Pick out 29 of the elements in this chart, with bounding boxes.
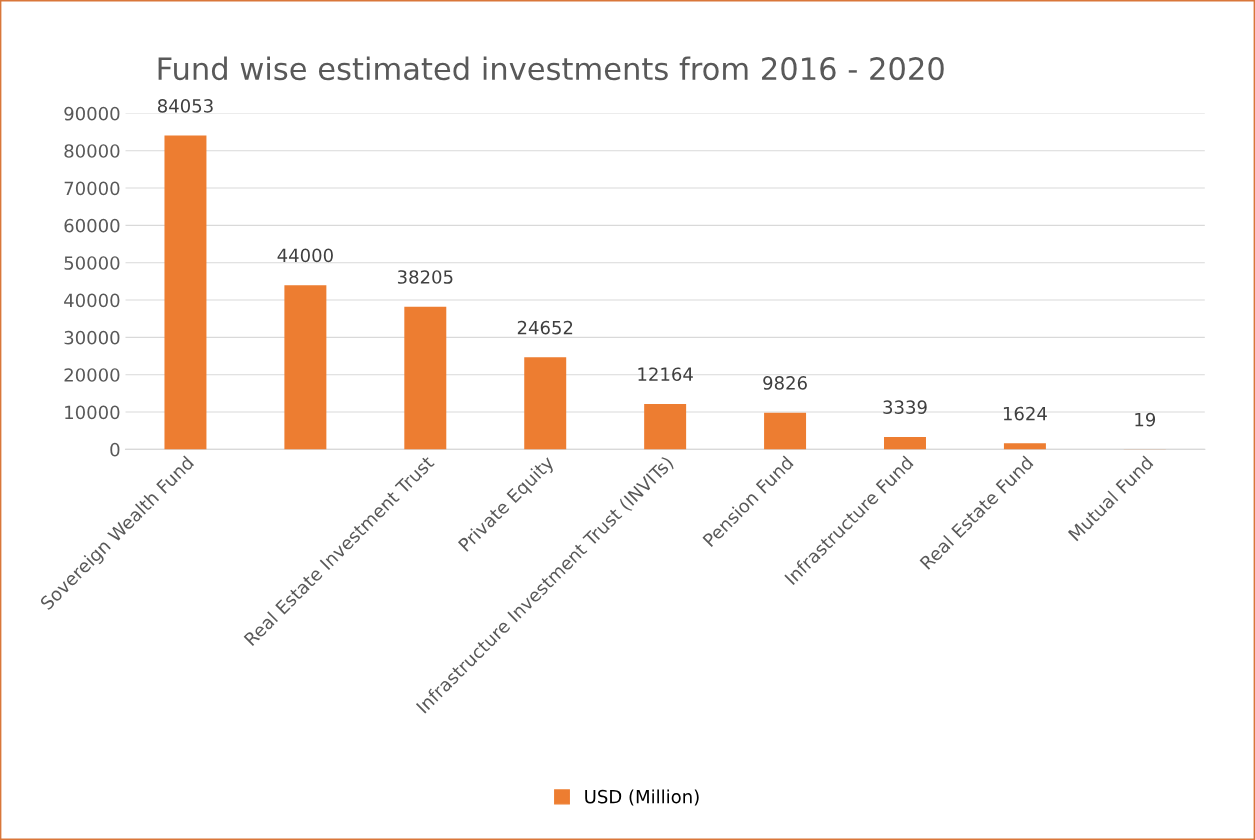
bar [644,403,687,450]
y-tick-label: 0 [110,442,120,457]
bar [884,436,926,450]
y-tick-label: 50000 [64,256,120,270]
bar [764,412,807,450]
bar [524,357,567,450]
bar [284,285,327,450]
legend-label: USD (Million) [585,789,699,806]
y-tick-label: 90000 [64,106,120,121]
data-label: 9826 [763,376,807,390]
data-label: 19 [1135,412,1156,427]
bar [164,135,207,450]
y-tick-label: 70000 [64,181,120,196]
bar [1003,443,1046,450]
data-label: 24652 [517,320,573,335]
data-label: 3339 [883,400,927,414]
data-label: 38205 [397,270,453,284]
data-label: 44000 [277,248,333,263]
y-tick-label: 80000 [64,144,120,158]
y-tick-label: 10000 [65,405,120,420]
y-tick-label: 30000 [64,330,120,345]
y-tick-label: 20000 [64,368,120,382]
bar [404,306,447,450]
y-tick-label: 40000 [64,293,120,308]
data-label: 1624 [1003,406,1047,421]
y-tick-label: 60000 [64,218,120,233]
data-label: 12164 [638,367,693,382]
chart-title: Fund wise estimated investments from 2016 - 2020 [158,56,944,81]
data-label: 84053 [157,99,213,113]
